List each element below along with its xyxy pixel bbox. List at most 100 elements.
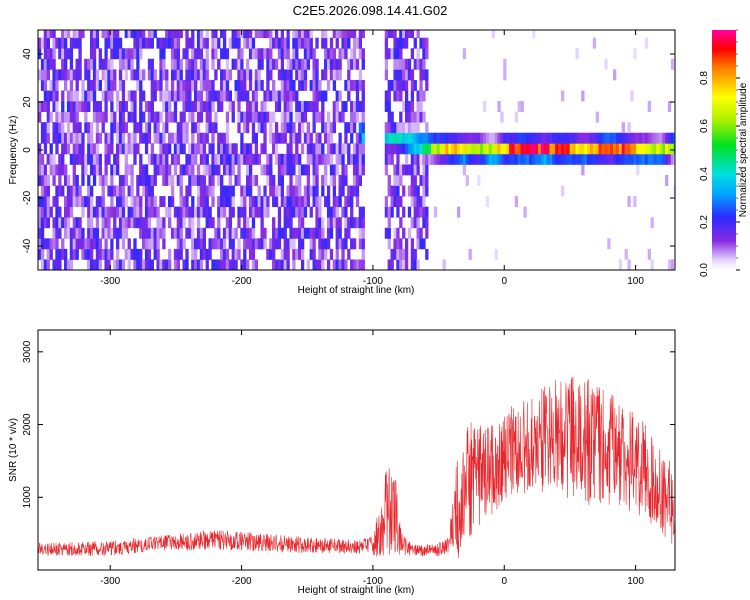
heatmap-cell	[384, 30, 389, 39]
heatmap-cell	[517, 101, 521, 112]
heatmap-cell	[266, 30, 270, 39]
heatmap-cell	[399, 30, 403, 39]
heatmap-cell	[318, 132, 322, 144]
heatmap-cell	[208, 185, 212, 197]
heatmap-cell	[384, 143, 389, 155]
heatmap-cell	[118, 206, 123, 218]
heatmap-cell	[118, 227, 123, 239]
heatmap-cell	[416, 196, 420, 208]
heatmap-cell	[90, 58, 94, 70]
heatmap-cell	[196, 69, 201, 81]
heatmap-cell	[347, 90, 351, 102]
heatmap-cell	[260, 227, 264, 239]
heatmap-cell	[220, 79, 224, 91]
heatmap-cell	[283, 48, 287, 60]
heatmap-cell	[361, 227, 365, 239]
heatmap-cell	[69, 196, 74, 208]
heatmap-cell	[136, 69, 140, 81]
heatmap-cell	[81, 196, 85, 208]
heatmap-cell	[225, 122, 230, 134]
heatmap-cell	[165, 69, 169, 81]
heatmap-cell	[182, 217, 186, 229]
heatmap-cell	[162, 37, 166, 49]
heatmap-cell	[179, 79, 183, 91]
heatmap-cell	[341, 174, 345, 186]
heatmap-cell	[159, 58, 163, 70]
heatmap-cell	[55, 79, 59, 91]
heatmap-cell	[199, 248, 204, 260]
heatmap-cell	[589, 143, 594, 155]
heatmap-cell	[211, 79, 215, 91]
heatmap-cell	[40, 79, 45, 91]
heatmap-cell	[69, 259, 74, 270]
heatmap-cell	[272, 217, 276, 229]
heatmap-cell	[121, 227, 126, 239]
heatmap-cell	[66, 217, 71, 229]
heatmap-cell	[38, 248, 42, 260]
heatmap-cell	[194, 79, 198, 91]
heatmap-cell	[393, 37, 397, 49]
heatmap-cell	[159, 196, 163, 208]
heatmap-cell	[361, 58, 365, 70]
heatmap-cell	[64, 174, 68, 186]
heatmap-cell	[98, 248, 102, 260]
heatmap-cell	[121, 111, 126, 123]
heatmap-cell	[156, 259, 160, 270]
heatmap-cell	[133, 248, 137, 260]
heatmap-cell	[298, 164, 302, 176]
heatmap-cell	[283, 227, 287, 239]
heatmap-cell	[350, 206, 354, 218]
heatmap-cell	[136, 48, 140, 60]
heatmap-cell	[329, 132, 334, 144]
heatmap-cell	[147, 153, 152, 165]
heatmap-cell	[298, 111, 302, 123]
heatmap-cell	[324, 248, 328, 260]
heatmap-cell	[283, 217, 287, 229]
heatmap-cell	[396, 132, 400, 144]
heatmap-cell	[58, 174, 62, 186]
heatmap-cell	[283, 206, 287, 218]
heatmap-cell	[225, 153, 230, 165]
heatmap-cell	[58, 185, 62, 197]
heatmap-cell	[78, 153, 82, 165]
heatmap-cell	[173, 132, 178, 144]
heatmap-cell	[465, 153, 469, 165]
heatmap-cell	[205, 111, 209, 123]
heatmap-cell	[306, 37, 311, 49]
heatmap-cell	[344, 143, 348, 155]
heatmap-cell	[66, 132, 71, 144]
heatmap-cell	[272, 185, 276, 197]
heatmap-cell	[543, 153, 547, 165]
heatmap-cell	[95, 122, 100, 134]
heatmap-cell	[49, 111, 53, 123]
heatmap-cell	[390, 206, 394, 218]
y-tick-label: 3000	[22, 340, 33, 363]
heatmap-cell	[647, 101, 651, 112]
heatmap-cell	[289, 217, 293, 229]
heatmap-cell	[251, 238, 256, 250]
heatmap-cell	[87, 101, 91, 112]
heatmap-cell	[133, 259, 137, 270]
heatmap-cell	[147, 227, 152, 239]
heatmap-cell	[113, 164, 117, 176]
heatmap-cell	[350, 132, 354, 144]
heatmap-cell	[101, 217, 105, 229]
heatmap-cell	[598, 143, 602, 155]
heatmap-cell	[303, 69, 308, 81]
heatmap-cell	[243, 90, 247, 102]
heatmap-cell	[428, 153, 432, 165]
heatmap-cell	[670, 132, 675, 144]
heatmap-cell	[231, 153, 235, 165]
heatmap-cell	[124, 153, 128, 165]
heatmap-cell	[116, 259, 120, 270]
heatmap-cell	[537, 132, 542, 144]
heatmap-cell	[413, 58, 417, 70]
heatmap-cell	[150, 69, 154, 81]
heatmap-cell	[292, 58, 296, 70]
heatmap-cell	[64, 164, 68, 176]
heatmap-cell	[170, 90, 175, 102]
heatmap-cell	[500, 153, 504, 165]
heatmap-cell	[309, 238, 313, 250]
heatmap-cell	[575, 48, 579, 60]
